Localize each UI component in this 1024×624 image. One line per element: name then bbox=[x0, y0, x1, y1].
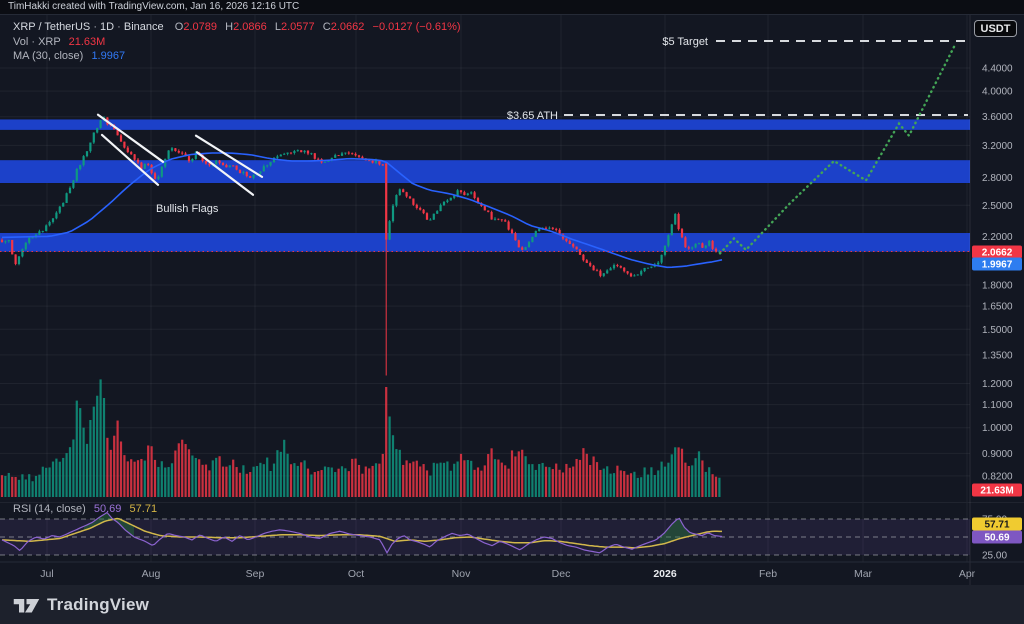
rsi-pane bbox=[0, 502, 1024, 556]
flag2-lower bbox=[195, 151, 255, 196]
price-tick: 1.5000 bbox=[982, 325, 1013, 336]
rsi-value: 50.69 bbox=[93, 503, 122, 515]
rsi-diff-fill bbox=[660, 518, 698, 545]
time-tick: Aug bbox=[142, 568, 161, 580]
ma-value: 1.9967 bbox=[91, 50, 126, 62]
bottom-toolbar: TradingView bbox=[0, 585, 1024, 624]
time-tick: Mar bbox=[854, 568, 873, 580]
flag1-lower bbox=[100, 133, 160, 186]
time-tick: Nov bbox=[452, 568, 471, 580]
ma-label: MA (30, close) bbox=[13, 50, 84, 62]
svg-text:2.0662: 2.0662 bbox=[982, 248, 1013, 259]
floating-price-label bbox=[972, 530, 1022, 544]
level-label: $5 Target bbox=[662, 36, 708, 48]
price-tick: 1.8000 bbox=[982, 281, 1013, 292]
time-tick: Dec bbox=[552, 568, 571, 580]
svg-text:50.69: 50.69 bbox=[984, 533, 1009, 544]
currency-toggle-button[interactable]: USDT bbox=[974, 20, 1017, 37]
flag-trendlines-layer: Bullish Flags bbox=[96, 113, 264, 215]
ma30-line bbox=[1, 152, 723, 269]
change-value: −0.0127 (−0.61%) bbox=[372, 21, 461, 33]
open-value: 2.0789 bbox=[183, 21, 218, 33]
rsi-ma-value: 57.71 bbox=[129, 503, 158, 515]
price-tick: 1.0000 bbox=[982, 423, 1013, 434]
zone-resistance-mid bbox=[0, 160, 970, 184]
time-tick: Oct bbox=[348, 568, 364, 580]
svg-text:21.63M: 21.63M bbox=[980, 486, 1013, 497]
price-tick: 0.9000 bbox=[982, 449, 1013, 460]
grid-layer bbox=[0, 14, 970, 562]
tradingview-logo-icon[interactable] bbox=[13, 594, 40, 616]
price-axis[interactable]: 4.4000 4.0000 3.6000 3.2000 2.8000 2.5000 2.20… bbox=[969, 14, 1022, 585]
price-tick: 1.6500 bbox=[982, 302, 1013, 313]
volume-value: 21.63M bbox=[68, 35, 106, 48]
time-tick: Jul bbox=[40, 568, 53, 580]
svg-text:57.71: 57.71 bbox=[984, 520, 1009, 531]
chart-area[interactable]: $5 Target $3.65 ATH Bullish Flags 4.4000 4.0… bbox=[0, 14, 1024, 585]
rsi-diff-fill bbox=[84, 513, 134, 537]
interval-label: 1D bbox=[100, 21, 115, 33]
price-tick: 2.2000 bbox=[982, 232, 1013, 243]
zone-support bbox=[0, 233, 970, 252]
floating-price-label bbox=[972, 245, 1022, 259]
floating-price-label bbox=[972, 257, 1022, 271]
legend-row-ma: MA (30, close) 1.9967 bbox=[13, 49, 461, 64]
time-tick: Apr bbox=[959, 568, 976, 580]
rsi-label: RSI (14, close) bbox=[13, 503, 86, 515]
low-value: 2.0577 bbox=[281, 21, 315, 33]
price-tick: 4.4000 bbox=[982, 64, 1013, 75]
price-tick: 0.8200 bbox=[982, 471, 1013, 482]
rsi-legend: RSI (14, close) 50.69 57.71 bbox=[13, 503, 157, 515]
attribution-bar: TimHakki created with TradingView.com, J… bbox=[0, 0, 1024, 15]
flag2-upper bbox=[194, 134, 264, 178]
flags-label: Bullish Flags bbox=[156, 203, 219, 215]
tradingview-logo-text[interactable]: TradingView bbox=[47, 594, 150, 614]
floating-price-label bbox=[972, 517, 1022, 531]
floating-price-label bbox=[972, 483, 1022, 497]
price-tick: 1.3500 bbox=[982, 350, 1013, 361]
projection-path bbox=[718, 41, 958, 255]
time-tick: 2026 bbox=[653, 568, 677, 580]
svg-text:1.9967: 1.9967 bbox=[982, 260, 1013, 271]
exchange-label: Binance bbox=[123, 21, 164, 33]
chart-canvas[interactable]: $5 Target $3.65 ATH Bullish Flags 4.4000 4.0… bbox=[0, 14, 1024, 585]
rsi-line bbox=[1, 511, 723, 555]
ma-layer bbox=[1, 152, 723, 269]
horizontal-lines-layer: $5 Target $3.65 ATH bbox=[507, 36, 968, 122]
flag1-upper bbox=[96, 113, 165, 163]
level-label: $3.65 ATH bbox=[507, 110, 558, 122]
legend-row-symbol: XRP / TetherUS · 1D · Binance O2.0789 H2… bbox=[13, 21, 461, 33]
high-value: 2.0866 bbox=[233, 21, 267, 33]
attribution-text: TimHakki created with TradingView.com, J… bbox=[8, 1, 300, 12]
volume-label: Vol · XRP bbox=[13, 35, 61, 48]
price-tick: 3.6000 bbox=[982, 112, 1013, 123]
legend-row-volume: Vol · XRP 21.63M bbox=[13, 35, 461, 50]
volume-layer bbox=[0, 379, 721, 497]
price-tick: 1.1000 bbox=[982, 400, 1013, 411]
price-tick: 1.2000 bbox=[982, 379, 1013, 390]
projection-layer bbox=[718, 41, 958, 255]
time-tick: Feb bbox=[759, 568, 777, 580]
price-tick: 2.5000 bbox=[982, 201, 1013, 212]
zone-resistance-ath bbox=[0, 119, 970, 130]
support-resistance-zones bbox=[0, 119, 970, 252]
time-tick: Sep bbox=[246, 568, 265, 580]
close-value: 2.0662 bbox=[330, 21, 365, 33]
rsi-ma-line bbox=[1, 517, 722, 549]
symbol-legend: XRP / TetherUS · 1D · Binance O2.0789 H2… bbox=[13, 20, 461, 64]
symbol-title: XRP / TetherUS bbox=[13, 21, 91, 33]
price-tick: 2.8000 bbox=[982, 173, 1013, 184]
time-axis[interactable]: Jul Aug Sep Oct Nov Dec 2026 Feb Mar Apr bbox=[0, 561, 1024, 580]
price-tick: 3.2000 bbox=[982, 141, 1013, 152]
rsi-tick: 25.00 bbox=[982, 551, 1007, 562]
candlestick-layer bbox=[0, 116, 721, 376]
price-tick: 4.0000 bbox=[982, 87, 1013, 98]
